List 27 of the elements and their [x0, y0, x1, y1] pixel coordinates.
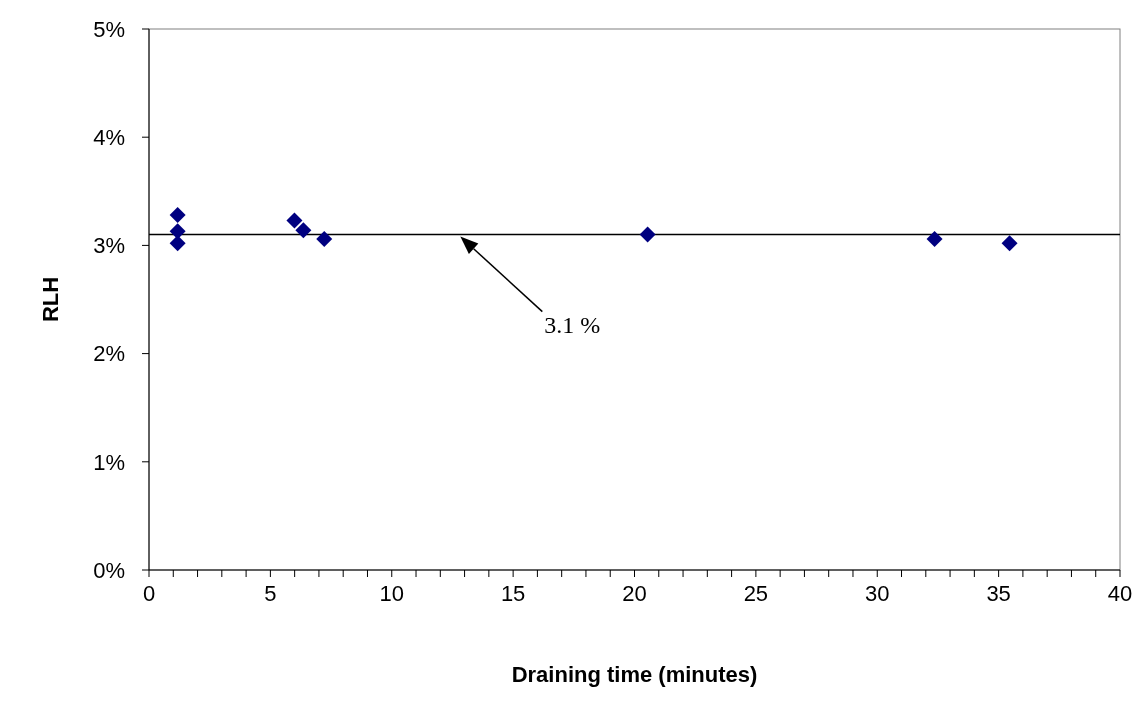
x-tick-label: 30 — [865, 581, 890, 606]
x-tick-label: 25 — [743, 581, 769, 606]
x-tick-label: 35 — [986, 581, 1011, 606]
point — [295, 222, 312, 239]
x-tick-label: 20 — [622, 581, 647, 606]
point — [926, 230, 943, 247]
y-tick-label: 3% — [93, 233, 125, 259]
y-axis-title: RLH — [38, 276, 63, 323]
point — [169, 235, 186, 252]
y-tick-label: 2% — [93, 341, 125, 367]
x-axis-title: Draining time (minutes) — [511, 662, 758, 687]
y-tick-label: 1% — [93, 449, 125, 475]
point — [169, 223, 186, 240]
y-tick-label: 4% — [93, 124, 125, 150]
point — [316, 230, 333, 247]
x-tick-label: 0 — [142, 581, 156, 606]
x-tick-label: 5 — [264, 581, 277, 606]
point — [169, 207, 186, 224]
x-tick-label: 40 — [1107, 581, 1133, 606]
x-tick-label: 10 — [379, 581, 404, 606]
y-tick-label: 0% — [93, 557, 125, 583]
point — [639, 226, 656, 243]
ref-line-label: 3.1 % — [544, 311, 601, 338]
y-tick-label: 5% — [93, 16, 125, 42]
point — [1001, 235, 1018, 252]
point — [286, 212, 303, 229]
x-tick-label: 15 — [500, 581, 526, 606]
